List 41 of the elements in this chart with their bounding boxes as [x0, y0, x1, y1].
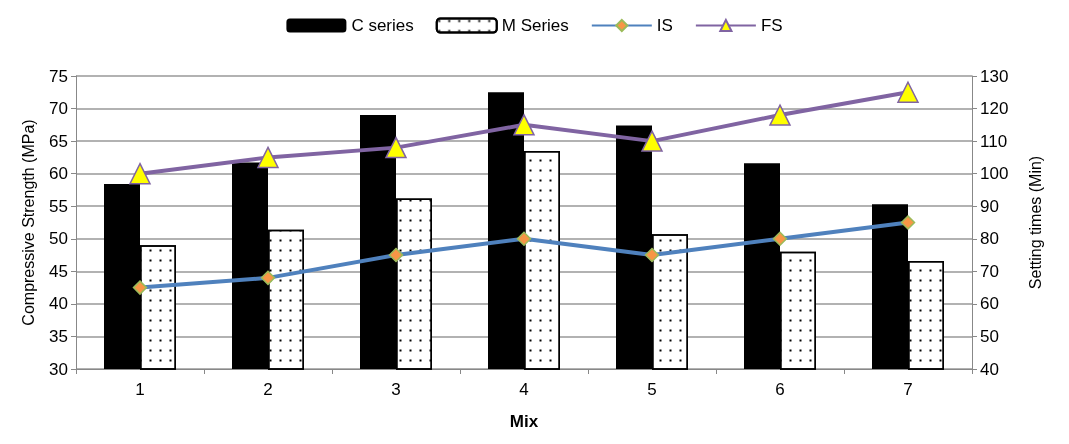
- y-tick-label: 70: [49, 99, 68, 119]
- point: [641, 130, 663, 152]
- legend-label: FS: [760, 16, 783, 35]
- x-tick-label: 2: [263, 380, 273, 399]
- y-tick-label: 30: [49, 359, 68, 379]
- y-tick-label: 45: [49, 261, 68, 281]
- point: [513, 114, 535, 136]
- y2-tick-label: 40: [980, 359, 999, 379]
- y-tick-label: 75: [49, 66, 68, 86]
- y2-tick-label: 90: [980, 196, 999, 216]
- y2-tick-label: 120: [980, 99, 1009, 119]
- y2-tick-label: 60: [980, 294, 999, 314]
- y2-tick-label: 100: [980, 164, 1009, 184]
- y2-tick-label: 70: [980, 261, 999, 281]
- point: [769, 104, 791, 126]
- y-axis-title: Compressive Strength (MPa): [19, 119, 37, 326]
- y2-tick-label: 50: [980, 326, 999, 346]
- y-tick-label: 35: [49, 326, 68, 346]
- legend-label: IS: [656, 16, 673, 35]
- x-axis-title: Mix: [509, 412, 539, 431]
- x-tick-label: 3: [391, 380, 401, 399]
- y-tick-label: 65: [49, 131, 68, 151]
- point: [897, 81, 919, 104]
- point: [385, 136, 407, 159]
- y2-tick-label: 110: [980, 131, 1008, 151]
- y-tick-label: 50: [49, 229, 68, 249]
- x-tick-label: 1: [135, 380, 145, 399]
- y-tick-label: 55: [49, 196, 68, 216]
- y-tick-label: 60: [49, 164, 68, 184]
- x-tick-label: 6: [775, 380, 785, 399]
- legend-label: M Series: [501, 16, 569, 35]
- x-tick-label: 5: [647, 380, 657, 399]
- x-tick-label: 7: [903, 380, 913, 399]
- y2-axis-title: Setting times (Min): [1026, 155, 1044, 290]
- x-tick-label: 4: [519, 380, 529, 399]
- y2-tick-label: 130: [980, 66, 1009, 86]
- y-tick-label: 40: [49, 294, 68, 314]
- point: [257, 146, 279, 169]
- legend-label: C series: [351, 16, 414, 35]
- point: [129, 162, 151, 185]
- y2-tick-label: 80: [980, 229, 999, 249]
